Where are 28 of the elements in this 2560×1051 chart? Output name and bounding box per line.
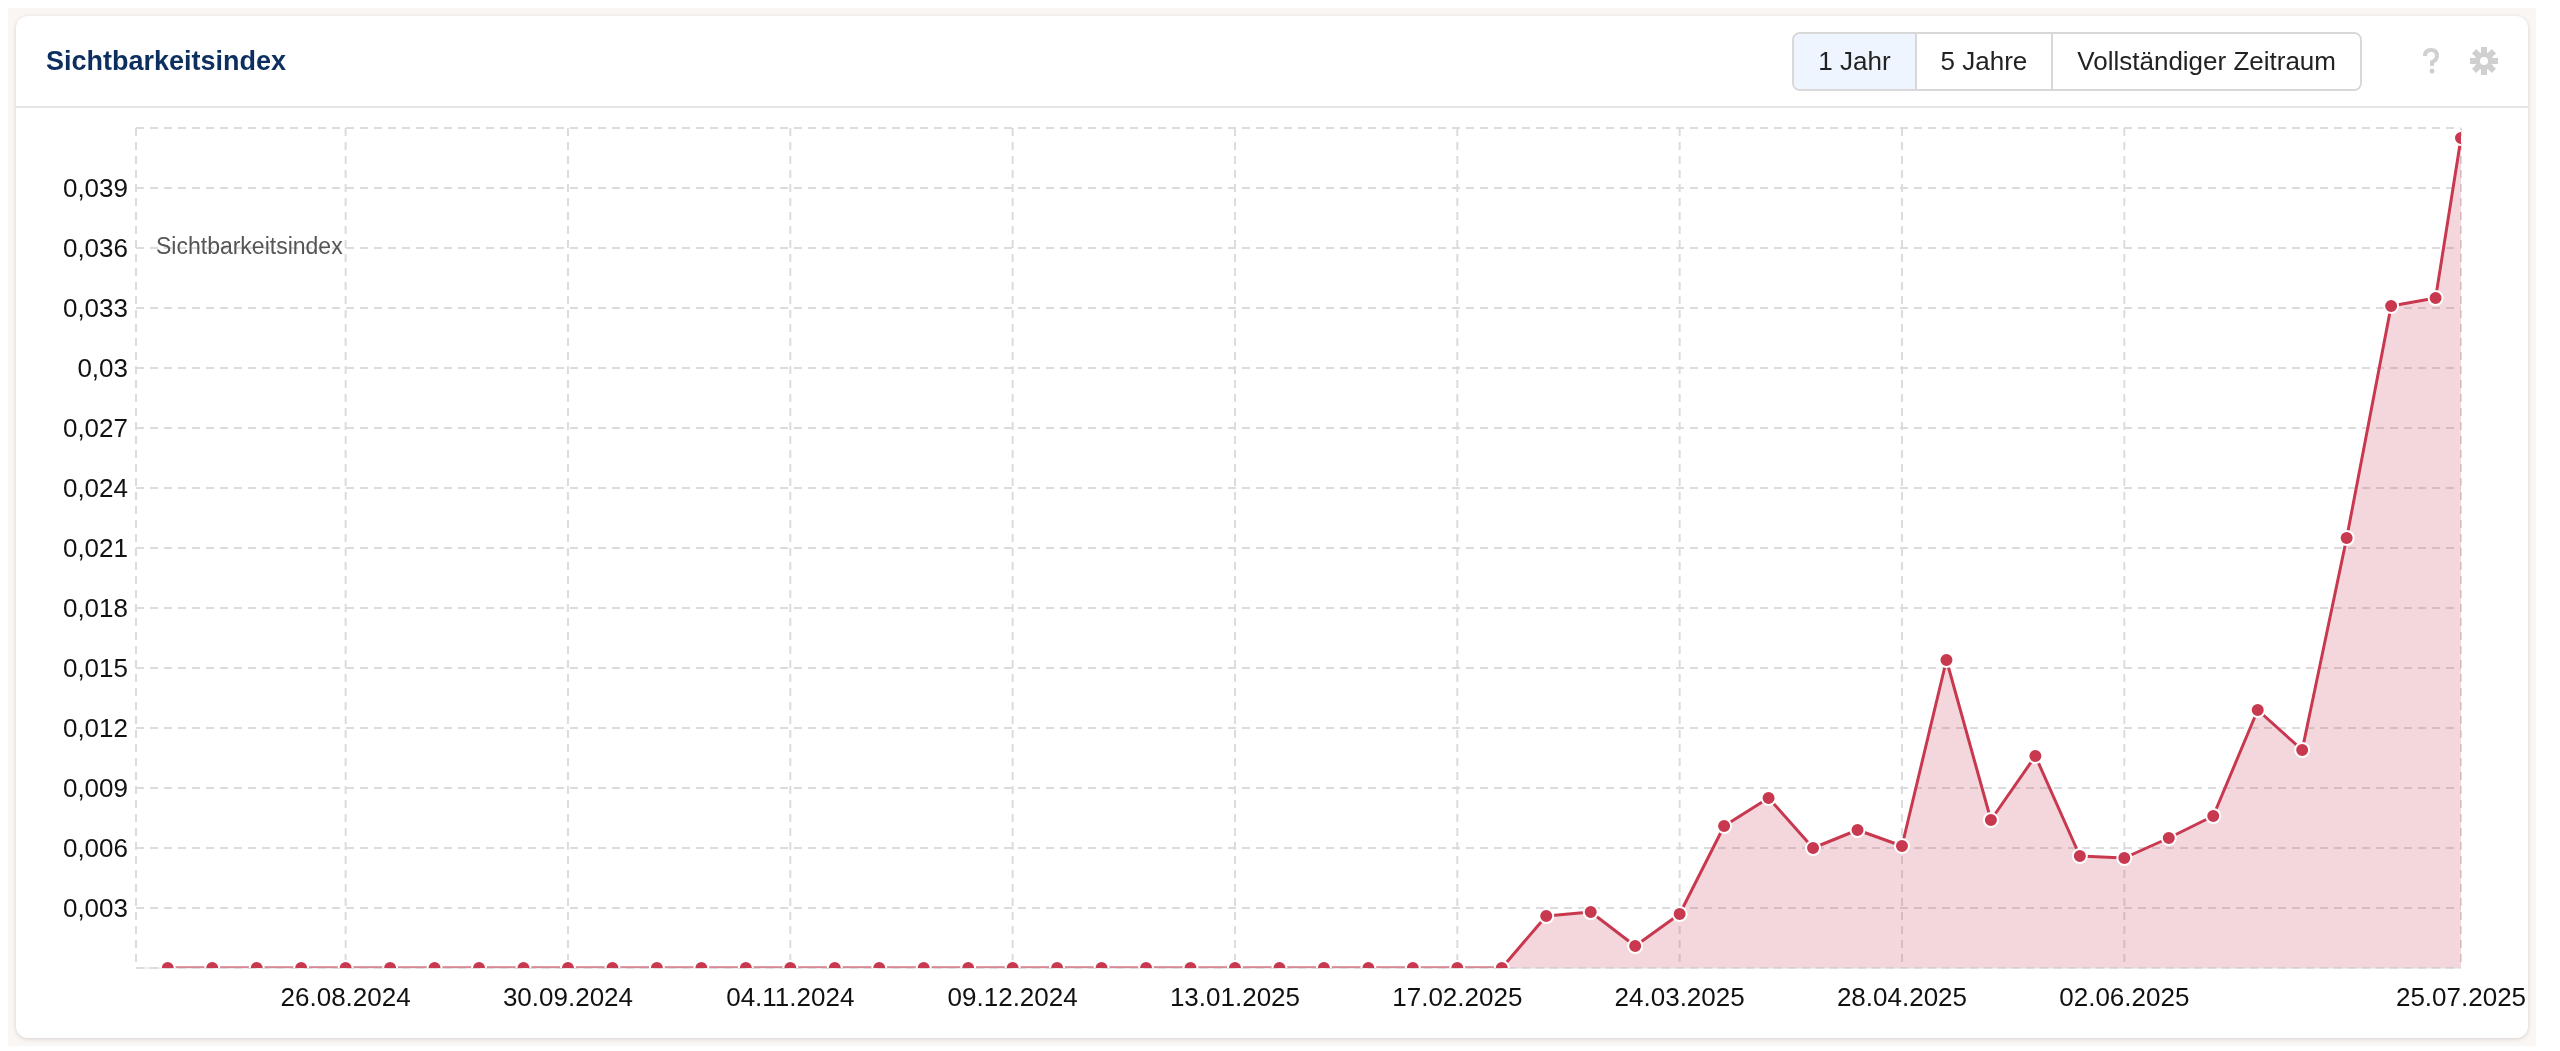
- x-tick-label: 17.02.2025: [1392, 982, 1523, 1013]
- y-tick-label: 0,003: [62, 893, 128, 924]
- x-tick-label: 04.11.2024: [726, 982, 855, 1013]
- x-tick-label: 25.07.2025: [2395, 982, 2527, 1013]
- y-tick-label: 0,039: [62, 173, 128, 204]
- y-tick-label: 0,018: [62, 593, 128, 624]
- y-tick-label: 0,021: [62, 533, 128, 564]
- x-tick-label: 09.12.2024: [947, 982, 1078, 1013]
- y-tick-label: 0,024: [62, 473, 128, 504]
- x-tick-label: 13.01.2025: [1169, 982, 1301, 1013]
- x-tick-label: 28.04.2025: [1836, 982, 1968, 1013]
- y-tick-label: 0,03: [77, 353, 128, 384]
- text: 1 Jahr: [1794, 33, 1915, 89]
- x-tick-label: 24.03.2025: [1614, 982, 1745, 1013]
- chart-title: Sichtbarkeitsindex: [46, 45, 288, 77]
- text: 5 Jahre: [1914, 33, 2052, 89]
- x-tick-label: 02.06.2025: [2059, 982, 2190, 1013]
- legend-title: Sichtbarkeitsindex: [156, 233, 343, 260]
- y-tick-label: 0,036: [62, 233, 128, 264]
- y-tick-label: 0,006: [62, 833, 128, 864]
- y-tick-label: 0,012: [62, 713, 128, 744]
- y-tick-label: 0,033: [62, 293, 128, 324]
- x-tick-label: 26.08.2024: [280, 982, 411, 1013]
- y-tick-label: 0,015: [62, 653, 128, 684]
- text: Vollständiger Zeitraum: [2051, 33, 2360, 89]
- y-tick-label: 0,009: [62, 773, 128, 804]
- x-tick-label: 30.09.2024: [502, 982, 634, 1013]
- y-tick-label: 0,027: [62, 413, 128, 444]
